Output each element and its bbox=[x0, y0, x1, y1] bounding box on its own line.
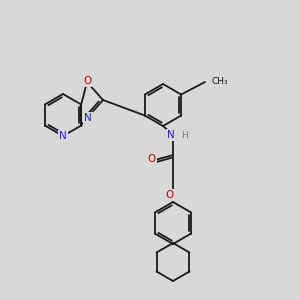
Text: O: O bbox=[83, 76, 91, 86]
Text: N: N bbox=[84, 113, 92, 123]
Text: O: O bbox=[166, 190, 174, 200]
Text: N: N bbox=[59, 131, 67, 141]
Text: CH₃: CH₃ bbox=[211, 77, 228, 86]
Text: O: O bbox=[148, 154, 156, 164]
Text: N: N bbox=[167, 130, 175, 140]
Text: H: H bbox=[182, 130, 188, 140]
